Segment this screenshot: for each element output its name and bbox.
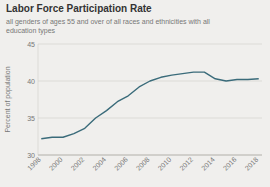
- background: [0, 0, 270, 187]
- grid-line: [38, 44, 262, 45]
- x-tick-label: 2000: [48, 156, 64, 172]
- plot-area: [41, 72, 258, 139]
- x-tick-label: 2002: [69, 156, 85, 172]
- line: [41, 72, 258, 139]
- grid-line: [38, 155, 262, 156]
- x-tick-label: 1998: [26, 156, 42, 172]
- x-axis-line: [38, 155, 262, 156]
- y-axis-line: [38, 44, 39, 155]
- y-axis-label: Percent of population: [4, 66, 12, 132]
- x-tick-label: 2014: [200, 156, 216, 172]
- y-tick-label: 40: [27, 78, 35, 85]
- subtitle-line: all genders of ages 55 and over of all r…: [6, 18, 210, 26]
- x-tick-label: 2008: [135, 156, 151, 172]
- y-tick-label: 30: [27, 152, 35, 159]
- chart: Labor Force Participation Rate all gender…: [0, 0, 270, 187]
- subtitle: all genders of ages 55 and over of all r…: [6, 18, 210, 35]
- y-tick-label: 35: [27, 115, 35, 122]
- x-tick-label: 2004: [91, 156, 107, 172]
- x-tick-label: 2018: [243, 156, 259, 172]
- grid-line: [38, 118, 262, 119]
- x-tick-label: 2012: [178, 156, 194, 172]
- x-tick-label: 2016: [222, 156, 238, 172]
- subtitle-line: education types: [6, 27, 56, 35]
- y-tick-label: 45: [27, 41, 35, 48]
- title: Labor Force Participation Rate: [6, 3, 152, 14]
- x-tick-label: 2010: [156, 156, 172, 172]
- x-tick-label: 2006: [113, 156, 129, 172]
